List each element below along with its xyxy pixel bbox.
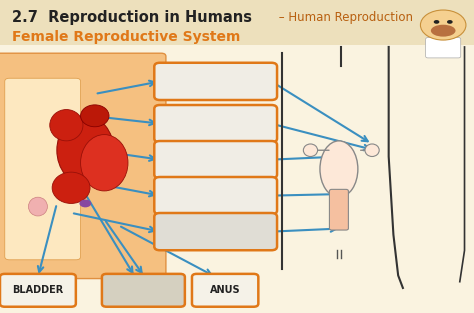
Ellipse shape [50, 110, 83, 141]
Ellipse shape [79, 200, 91, 208]
Circle shape [420, 10, 466, 40]
Ellipse shape [57, 116, 114, 185]
Text: 2.7  Reproduction in Humans: 2.7 Reproduction in Humans [12, 10, 252, 25]
FancyBboxPatch shape [426, 38, 461, 58]
Ellipse shape [52, 172, 90, 203]
FancyBboxPatch shape [192, 274, 258, 307]
Ellipse shape [303, 144, 318, 156]
FancyBboxPatch shape [329, 189, 348, 230]
FancyBboxPatch shape [0, 53, 166, 279]
FancyBboxPatch shape [155, 63, 277, 100]
Ellipse shape [81, 135, 128, 191]
Circle shape [447, 20, 453, 24]
Ellipse shape [81, 105, 109, 127]
Ellipse shape [431, 25, 456, 37]
Text: Female Reproductive System: Female Reproductive System [12, 30, 240, 44]
FancyBboxPatch shape [155, 141, 277, 178]
FancyBboxPatch shape [155, 213, 277, 250]
Bar [0, 0, 474, 45]
Text: – Human Reproduction: – Human Reproduction [275, 11, 413, 24]
Text: BLADDER: BLADDER [12, 285, 64, 295]
Ellipse shape [365, 144, 379, 156]
Ellipse shape [320, 141, 358, 197]
Ellipse shape [28, 197, 47, 216]
FancyBboxPatch shape [102, 274, 185, 307]
FancyBboxPatch shape [155, 105, 277, 142]
FancyBboxPatch shape [5, 78, 81, 260]
Bar [0, 45, 474, 313]
Text: ANUS: ANUS [210, 285, 240, 295]
Circle shape [434, 20, 439, 24]
FancyBboxPatch shape [0, 274, 76, 307]
FancyBboxPatch shape [155, 177, 277, 214]
